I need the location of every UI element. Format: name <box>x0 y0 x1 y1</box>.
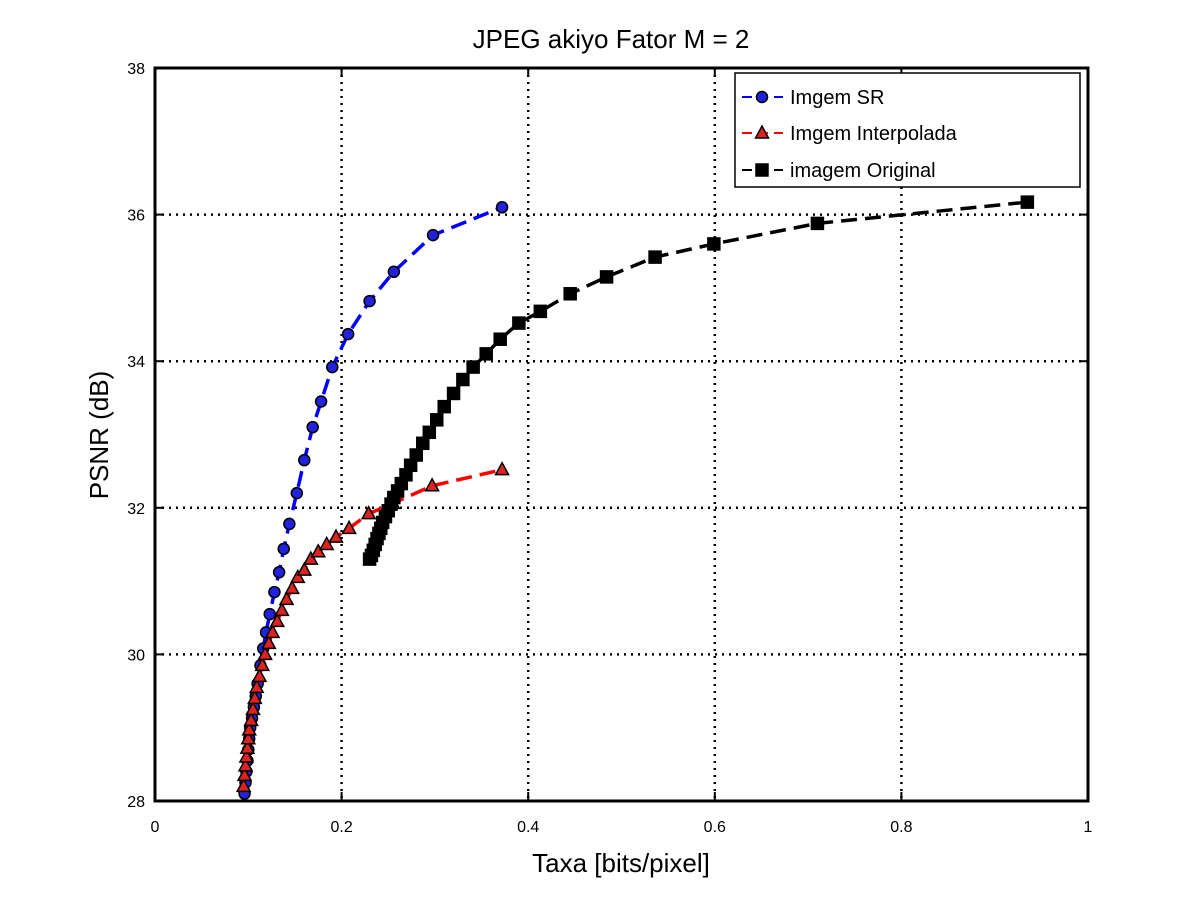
data-point <box>341 519 357 535</box>
data-point <box>254 656 271 672</box>
data-point <box>456 372 470 387</box>
x-axis-label: Taxa [bits/pixel] <box>532 848 710 878</box>
data-point <box>240 730 257 745</box>
data-point <box>298 453 311 467</box>
data-point <box>290 486 304 500</box>
legend: Imgem SR Imgem Interpolada imagem Original <box>734 72 1081 188</box>
data-point <box>416 436 430 451</box>
legend-marker <box>755 90 769 104</box>
data-point <box>479 347 493 361</box>
data-point <box>310 543 327 558</box>
data-point <box>243 711 259 727</box>
series-group <box>235 195 1035 800</box>
y-tick-label: 38 <box>127 61 145 78</box>
data-point <box>272 566 286 579</box>
y-tick-label: 36 <box>127 208 145 225</box>
data-point <box>241 721 257 736</box>
data-point <box>306 420 319 434</box>
data-point <box>341 327 355 341</box>
legend-marker <box>754 124 770 139</box>
data-point <box>264 623 281 639</box>
data-point <box>289 568 306 584</box>
y-tick-label: 30 <box>127 647 145 664</box>
plot-frame <box>153 66 1090 803</box>
y-tick-label: 32 <box>127 501 145 518</box>
data-point <box>238 748 255 763</box>
series-2 <box>235 461 510 793</box>
x-tick-label: 0.2 <box>330 819 352 836</box>
chart-title: JPEG akiyo Fator M = 2 <box>473 24 750 54</box>
data-point <box>284 579 300 595</box>
legend-box <box>734 72 1081 188</box>
data-point <box>387 265 401 279</box>
data-point <box>277 542 291 556</box>
data-point <box>328 528 344 543</box>
data-point <box>318 535 335 551</box>
data-point <box>268 585 281 599</box>
legend-label: Imgem SR <box>790 87 884 109</box>
data-point <box>303 550 319 565</box>
data-point <box>326 360 339 374</box>
data-point <box>235 777 252 793</box>
data-point <box>236 766 253 782</box>
data-point <box>283 517 296 531</box>
data-point <box>409 448 423 462</box>
y-tick-label: 28 <box>127 794 145 811</box>
data-point <box>263 607 277 621</box>
x-tick-label: 0 <box>151 819 160 836</box>
data-point <box>1020 195 1035 209</box>
data-point <box>239 739 256 754</box>
legend-label: Imgem Interpolada <box>790 123 958 145</box>
legend-marker <box>755 163 769 177</box>
data-point <box>495 201 509 214</box>
ticks: 0 0.2 0.4 0.6 0.8 1 28 30 32 34 36 38 <box>127 61 1092 836</box>
data-point <box>296 561 313 576</box>
data-point <box>599 270 614 284</box>
grid <box>155 68 1088 801</box>
data-point <box>437 399 451 414</box>
data-point <box>426 228 440 242</box>
x-tick-label: 0.8 <box>890 819 912 836</box>
data-point <box>274 601 290 617</box>
data-point <box>261 634 277 650</box>
data-point <box>533 304 548 319</box>
data-point <box>422 425 437 440</box>
data-point <box>363 294 376 308</box>
data-point <box>251 667 268 683</box>
data-point <box>810 216 825 231</box>
legend-label: imagem Original <box>790 160 936 182</box>
data-point <box>237 757 254 772</box>
data-point <box>247 689 263 705</box>
series-3 <box>362 195 1035 566</box>
data-point <box>257 645 273 661</box>
x-tick-label: 1 <box>1084 819 1093 836</box>
data-point <box>360 505 377 520</box>
data-point <box>493 332 507 346</box>
data-point <box>466 360 480 374</box>
data-point <box>446 386 461 401</box>
data-point <box>248 678 265 694</box>
data-point <box>512 316 526 330</box>
x-tick-label: 0.4 <box>517 819 539 836</box>
data-point <box>707 237 721 251</box>
data-point <box>430 413 444 427</box>
data-point <box>314 395 328 408</box>
data-point <box>563 287 577 301</box>
y-axis-label: PSNR (dB) <box>84 371 114 500</box>
x-tick-label: 0.6 <box>704 819 726 836</box>
data-point <box>269 612 285 628</box>
data-point <box>278 590 295 606</box>
data-point <box>245 700 261 716</box>
data-point <box>494 461 510 476</box>
y-tick-label: 34 <box>127 354 145 371</box>
data-point <box>648 250 662 264</box>
data-point <box>424 477 440 492</box>
